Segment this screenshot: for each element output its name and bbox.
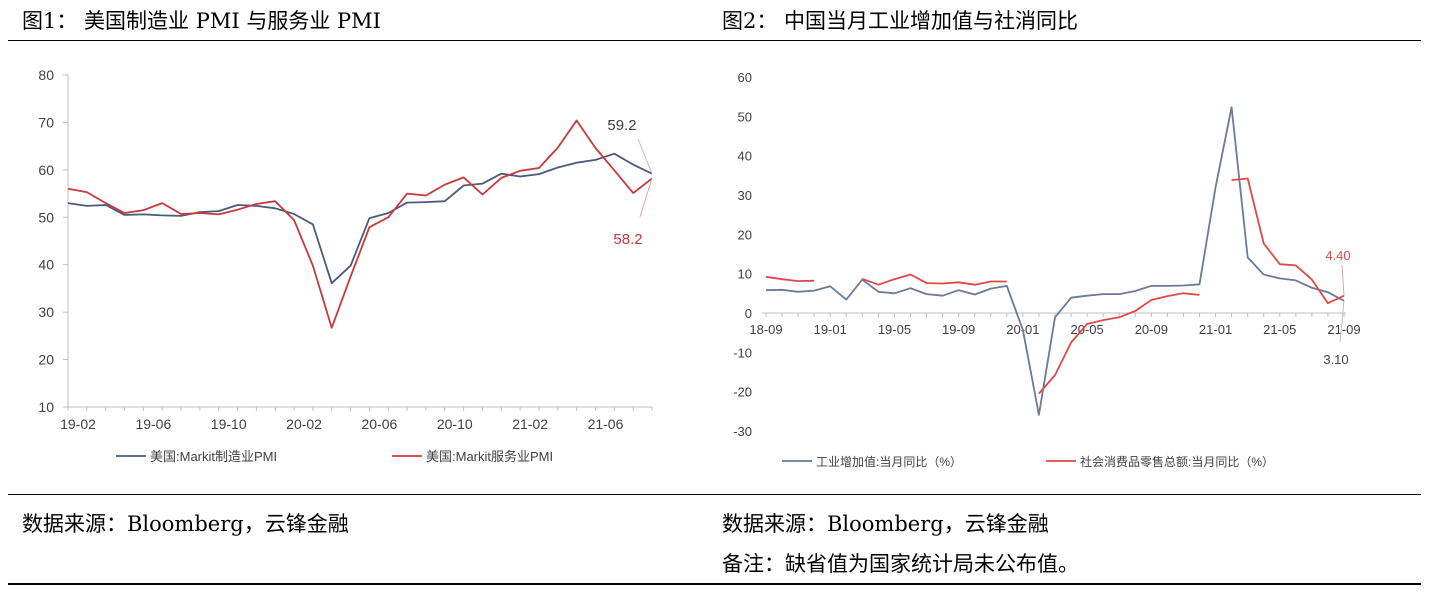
x-tick-label: 18-09 <box>749 322 782 337</box>
x-tick-label: 21-09 <box>1327 322 1360 337</box>
y-tick-label: 50 <box>738 109 752 124</box>
series-retail-sales-line-segment-0 <box>765 275 815 282</box>
figure-1-title: 图1： 美国制造业 PMI 与服务业 PMI <box>22 9 381 33</box>
y-tick-label: -20 <box>733 385 752 400</box>
y-tick-label: 80 <box>38 67 54 83</box>
annotation-leader <box>639 178 653 218</box>
y-tick-label: 30 <box>38 304 54 320</box>
y-tick-label: 20 <box>738 227 752 242</box>
x-tick-label: 19-09 <box>942 322 975 337</box>
y-tick-label: 70 <box>38 114 54 130</box>
chart-china-industry-retail: -30 -20 -10 0 10 20 30 40 50 60 18-09 19-01 19-05 19-… <box>733 70 1360 469</box>
annotation-retail-last: 4.40 <box>1325 248 1350 263</box>
figure-2-note: 备注：缺省值为国家统计局未公布值。 <box>722 552 1079 576</box>
x-tick-label: 21-01 <box>1199 322 1232 337</box>
series-retail-sales-line-segment-2 <box>1038 292 1200 395</box>
annotation-services-last: 58.2 <box>613 231 642 248</box>
legend-label-retail: 社会消费品零售总额:当月同比（%） <box>1080 454 1274 469</box>
series-retail-sales-line-segment-1 <box>861 273 1007 286</box>
y-tick-label: 50 <box>38 209 54 225</box>
y-tick-label: 60 <box>38 162 54 178</box>
y-tick-label: 60 <box>738 70 752 85</box>
y-tick-label: 30 <box>738 188 752 203</box>
annotation-manufacturing-last: 59.2 <box>607 117 636 134</box>
y-tick-label: 10 <box>38 399 54 415</box>
series-retail-sales-line-segment-3 <box>1231 177 1345 305</box>
bottom-rule <box>8 583 1421 585</box>
x-tick-label: 19-02 <box>60 416 96 432</box>
y-tick-label: -10 <box>733 345 752 360</box>
x-tick-label: 20-10 <box>437 416 473 432</box>
middle-rule <box>8 494 1421 495</box>
legend-label-manufacturing: 美国:Markit制造业PMI <box>150 449 277 464</box>
x-tick-label: 20-09 <box>1135 322 1168 337</box>
chart-us-pmi: 10 20 30 40 50 60 70 80 19-02 19-06 19-10 20-02 20-0… <box>38 67 653 464</box>
figure-1-source: 数据来源：Bloomberg，云锋金融 <box>22 512 349 536</box>
top-rule <box>8 40 1421 41</box>
legend-label-services: 美国:Markit服务业PMI <box>426 449 553 464</box>
annotation-leader <box>1339 300 1345 343</box>
annotation-leader <box>637 138 653 174</box>
series-industrial-output-line-segment-0 <box>765 106 1345 416</box>
x-tick-label: 21-05 <box>1263 322 1296 337</box>
y-tick-label: 10 <box>738 267 752 282</box>
x-tick-label: 19-10 <box>211 416 247 432</box>
figure-2-title: 图2： 中国当月工业增加值与社消同比 <box>722 9 1079 33</box>
y-tick-label: 20 <box>38 352 54 368</box>
figure-2-source: 数据来源：Bloomberg，云锋金融 <box>722 512 1049 536</box>
series-manufacturing-pmi-line-segment-0 <box>67 152 653 285</box>
x-tick-label: 20-02 <box>286 416 322 432</box>
x-tick-label: 19-05 <box>878 322 911 337</box>
annotation-leader <box>1341 264 1345 296</box>
y-tick-label: 40 <box>738 149 752 164</box>
y-tick-label: 0 <box>745 306 752 321</box>
legend-label-industry: 工业增加值:当月同比（%） <box>816 454 962 469</box>
y-tick-label: -30 <box>733 424 752 439</box>
x-tick-label: 20-06 <box>362 416 398 432</box>
x-tick-label: 19-06 <box>135 416 171 432</box>
annotation-industry-last: 3.10 <box>1323 352 1348 367</box>
x-tick-label: 19-01 <box>814 322 847 337</box>
x-tick-label: 21-06 <box>588 416 624 432</box>
y-tick-label: 40 <box>38 257 54 273</box>
x-tick-label: 21-02 <box>512 416 548 432</box>
series-services-pmi-line-segment-0 <box>67 119 653 329</box>
